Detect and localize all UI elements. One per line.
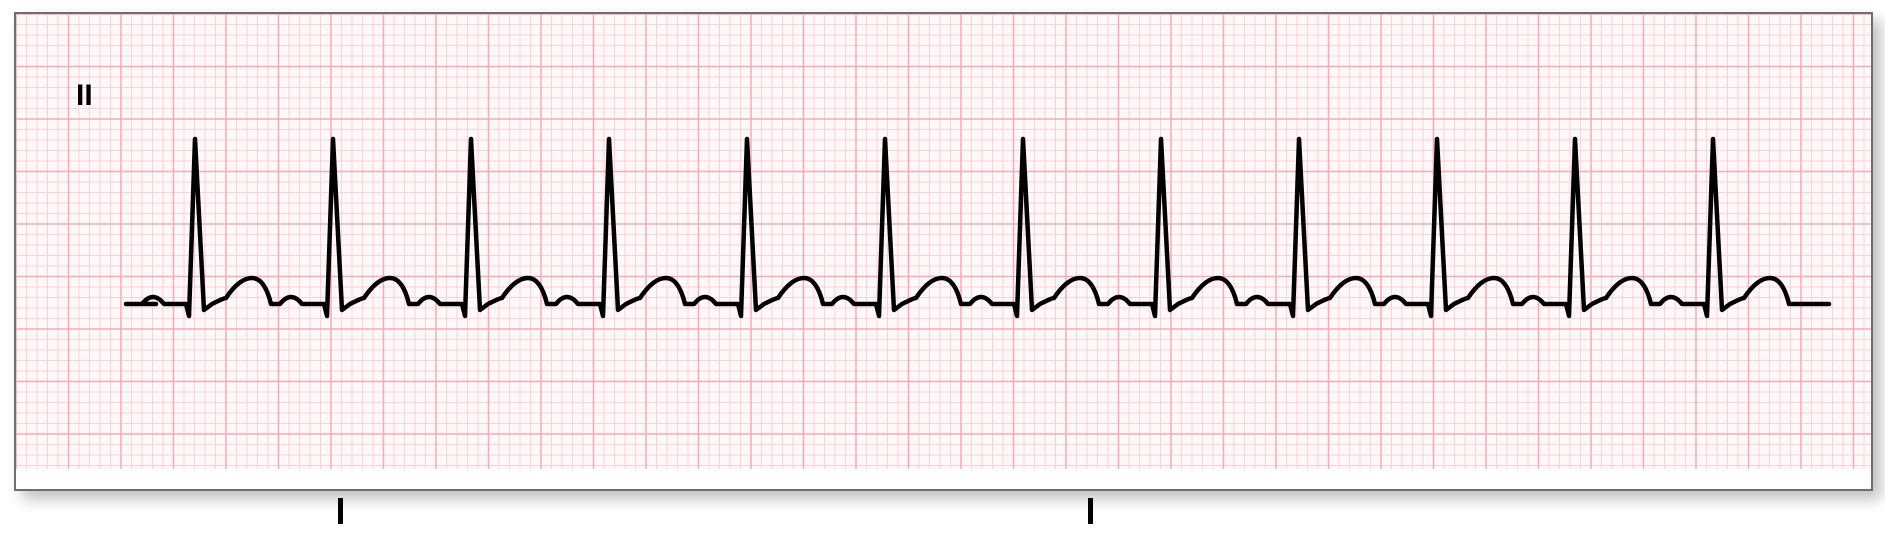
- lead-label: II: [76, 79, 93, 113]
- ecg-strip-frame: II: [14, 12, 1873, 491]
- timing-tick: [338, 498, 343, 524]
- timing-tick: [1088, 498, 1093, 524]
- ecg-grid-and-trace: [16, 14, 1871, 469]
- figure-canvas: II: [0, 0, 1885, 542]
